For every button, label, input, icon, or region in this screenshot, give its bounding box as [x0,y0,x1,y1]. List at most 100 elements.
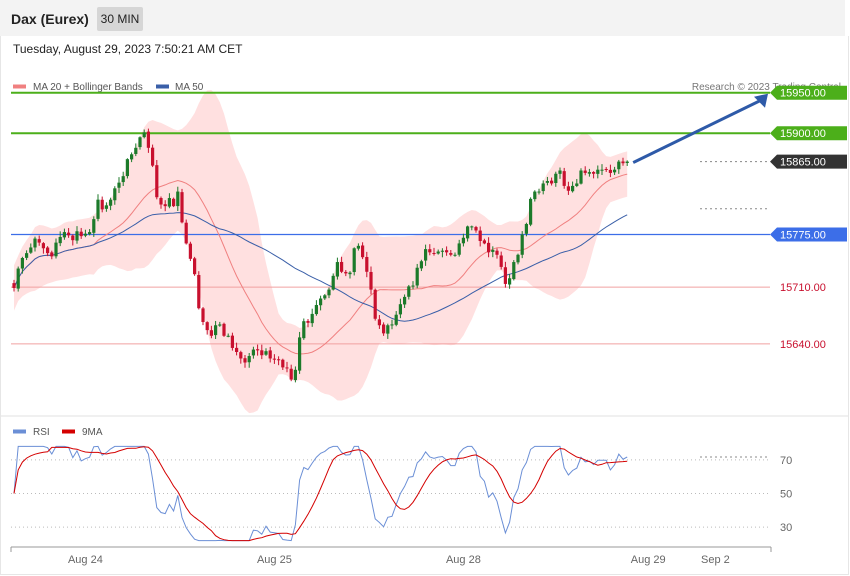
candle-body [67,232,71,236]
rsi-line [13,445,628,542]
candle-body [583,170,587,173]
candle-body [314,304,318,315]
candle-body [226,335,230,337]
candle-body [390,324,394,326]
candle-body [75,231,79,241]
candle-body [125,159,129,177]
candle-body [503,267,507,284]
rsi-panel: 70 50 30 [11,445,792,542]
candle-body [151,147,155,166]
candle-body [327,289,331,296]
candle-body [394,314,398,325]
rsi-tick-label: 30 [780,522,792,534]
candle-body [37,239,41,243]
projection [632,93,768,164]
candle-body [541,183,545,192]
candle-body [545,181,549,183]
candle-body [289,368,293,380]
price-levels [11,91,770,345]
candle-body [33,238,37,248]
candle-body [180,192,184,223]
candle-body [197,275,201,309]
candle-body [243,358,247,363]
candle-body [512,262,516,280]
candle-body [508,278,512,285]
level-label-3: 15775.00 [780,230,826,242]
x-tick-label: Aug 25 [257,554,292,566]
x-tick-label: Aug 24 [68,554,103,566]
candle-body [142,132,146,138]
candle-body [403,296,407,305]
candle-body [58,236,62,244]
candle-body [247,356,251,363]
candle-body [407,286,411,297]
candle-body [117,182,121,188]
candle-body [201,308,205,323]
candle-body [79,231,83,237]
candle-body [554,173,558,184]
candle-body [365,256,369,272]
candle-body [617,161,621,170]
candle-body [491,249,495,252]
x-tick-label: Aug 29 [631,554,666,566]
candle-body [331,275,335,290]
candle-body [587,172,591,174]
candle-body [499,255,503,267]
candle-body [335,262,339,277]
candle-body [608,169,612,173]
level-tag-1 [770,126,847,141]
ma50-legend-label: MA 50 [175,82,204,93]
candle-body [575,183,579,186]
rsi-legend-label: RSI [33,427,50,438]
candle-body [524,223,528,234]
candle-body [571,185,575,192]
rsi-legend-swatch [13,429,26,434]
candle-body [12,283,16,288]
candle-body [264,351,268,355]
bollinger-bands [14,90,628,414]
candle-body [419,261,423,269]
candle-body [428,249,432,253]
candle-body [487,242,491,253]
candle-body [176,191,180,207]
rsi-ma-legend-swatch [62,429,75,434]
candle-body [109,199,113,206]
candle-body [146,131,150,148]
candle-body [230,335,234,348]
candle-body [193,258,197,275]
candle-body [533,191,537,200]
level-label-2: 15865.00 [780,157,826,169]
candle-body [592,172,596,174]
timeframe-button[interactable]: 30 MIN [97,7,143,31]
candle-body [251,349,255,356]
candle-body [113,188,117,201]
ma20-legend-label: MA 20 + Bollinger Bands [33,82,143,93]
candle-body [566,186,570,191]
candle-body [613,169,617,173]
projection-arrow [632,98,763,164]
candle-body [172,198,176,207]
candle-body [214,325,218,336]
candle-body [466,226,470,239]
candle-body [348,272,352,275]
candle-body [302,321,306,339]
level-tag-3 [770,227,847,242]
candle-body [167,198,171,207]
rsi-ma-line [13,446,628,542]
candle-body [600,169,604,171]
candle-body [134,147,138,154]
rsi-tick-label: 50 [780,489,792,501]
candle-body [411,285,415,287]
candle-body [323,295,327,299]
candle-body [239,352,243,359]
candle-body [604,168,608,170]
candle-body [478,230,482,241]
candle-body [482,240,486,244]
level-label-5: 15640.00 [780,339,826,351]
level-label-1: 15900.00 [780,128,826,140]
bollinger-band-area [14,90,628,414]
level-tag-0 [770,85,847,100]
candle-body [16,268,20,289]
candle-body [205,322,209,331]
